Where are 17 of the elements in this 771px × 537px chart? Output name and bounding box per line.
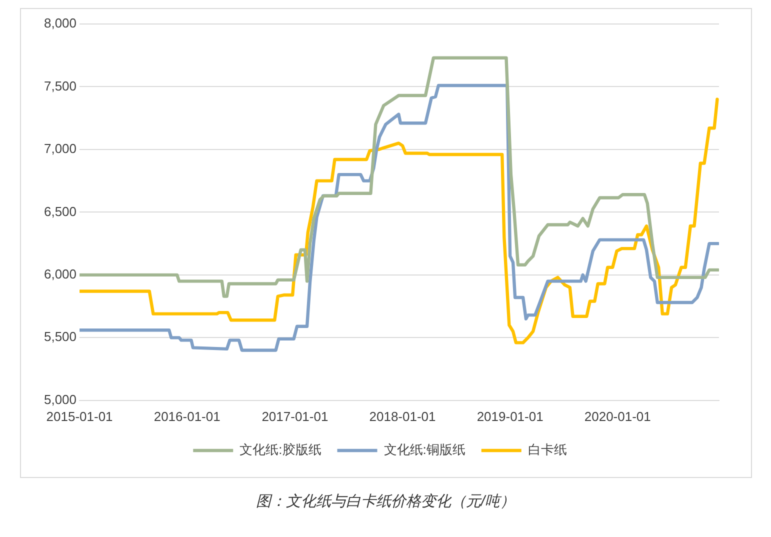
legend-label: 白卡纸 [528, 442, 567, 458]
text: 图：文化纸与白卡纸价格变化（元/吨） [254, 492, 516, 511]
x-tick-label: 2016-01-01 [154, 408, 220, 424]
legend-label: 文化纸:胶版纸 [240, 442, 322, 458]
legend-label: 文化纸:铜版纸 [384, 442, 466, 458]
x-tick-label: 2020-01-01 [584, 408, 651, 424]
y-tick-label: 6,000 [44, 266, 77, 282]
x-tick-label: 2018-01-01 [369, 408, 436, 424]
y-tick-label: 7,500 [44, 78, 77, 94]
x-tick-label: 2015-01-01 [46, 408, 113, 424]
y-tick-label: 6,500 [44, 204, 77, 219]
x-tick-label: 2017-01-01 [262, 408, 328, 424]
y-tick-label: 5,000 [44, 392, 77, 407]
x-tick-label: 2019-01-01 [476, 408, 544, 424]
y-tick-label: 5,500 [44, 329, 77, 344]
y-tick-label: 7,000 [44, 141, 77, 156]
y-tick-label: 8,000 [44, 16, 77, 31]
